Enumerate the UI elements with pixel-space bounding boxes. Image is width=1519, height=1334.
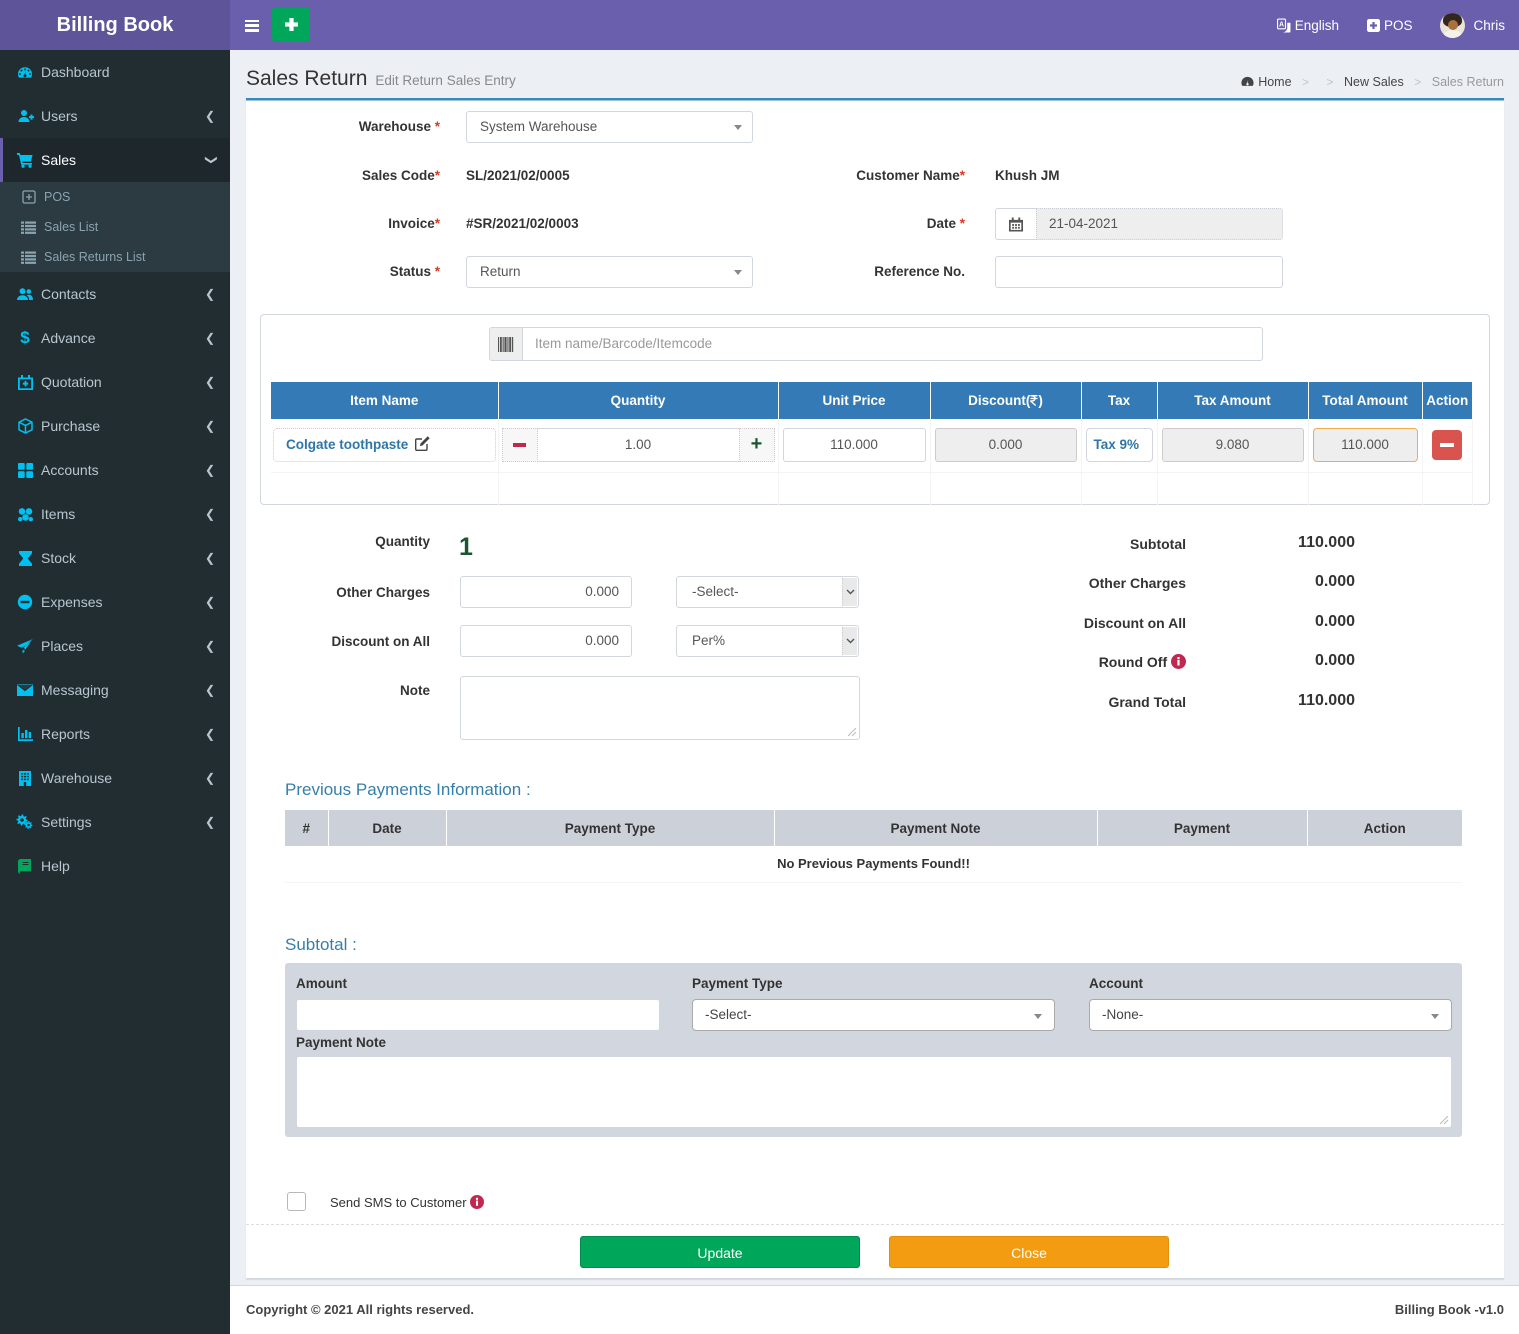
svg-text:A: A <box>1279 21 1284 28</box>
